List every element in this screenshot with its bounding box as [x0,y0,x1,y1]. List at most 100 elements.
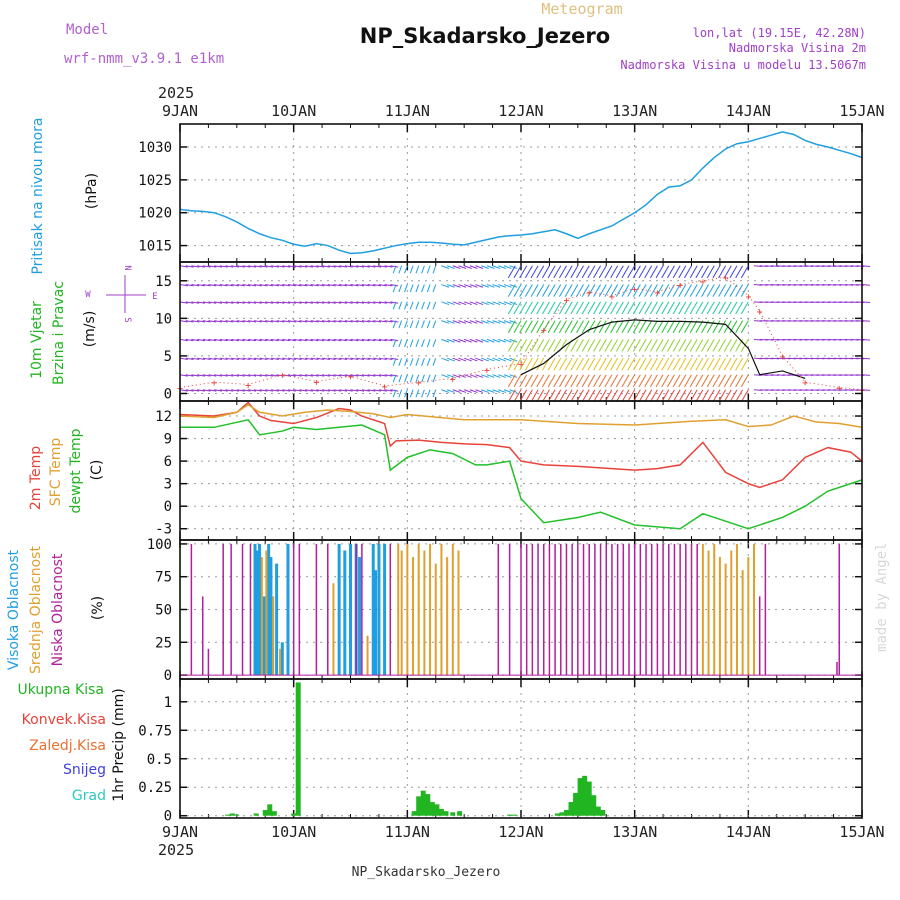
wind-arrow [706,284,715,297]
wind-arrow [426,339,431,348]
wind-arrow [384,320,393,323]
gust-marker: + [484,365,490,376]
wind-arrow [706,357,715,371]
y-tick-label: 75 [155,570,172,586]
wind-arrow [469,301,478,306]
wind-arrow [236,389,245,392]
wind-direction-legend: N S W E [85,265,157,322]
wind-arrow [729,284,738,297]
legend-north: N [122,265,132,270]
wind-arrow [236,320,245,323]
wind-arrow [729,374,738,388]
gust-marker: + [279,371,285,382]
wind-arrow [593,284,601,297]
wind-arrow [570,284,579,297]
wind-arrow [503,320,512,324]
wind-arrow [524,265,533,279]
wind-arrow [695,357,704,371]
wind-arrow [367,374,376,377]
wind-arrow [740,357,749,371]
wind-arrow [530,357,539,371]
wind-arrow [581,320,590,333]
pressure-panel: 1015 1020 1025 1030 [138,123,863,263]
wind-arrow [378,284,387,287]
precip-bar [438,808,444,816]
wind-arrow [547,374,556,388]
wind-arrow [649,265,658,279]
wind-arrow [684,357,692,371]
wind-arrow [253,357,262,361]
wind-arrow [689,265,698,279]
precip-bar [411,811,417,816]
y-tick-label: 6 [164,454,172,470]
wind-arrow [672,301,681,315]
wind-arrow [327,301,336,304]
wind-arrow [475,284,484,288]
precip-bar [563,810,569,816]
bottom-date-ticks: 9JAN 10JAN 11JAN 12JAN 13JAN 14JAN 15JAN [162,823,885,841]
wind-arrow [333,284,342,287]
wind-arrow [248,338,257,342]
low-cloud-bar [594,543,596,676]
wind-arrow [672,389,681,403]
gust-marker: + [450,374,456,385]
wind-arrow [208,320,217,323]
wind-arrow [503,284,512,288]
wind-arrow [509,265,518,269]
wind-arrow [299,389,308,392]
wind-arrow [593,389,601,403]
wind-arrow [655,339,664,352]
wind-arrow [282,357,291,361]
wind-arrow [541,339,550,352]
wind-arrow [339,265,348,268]
wind-arrow [282,284,291,287]
mid-cloud-bar [434,563,437,676]
wind-arrow [570,339,579,352]
wind-arrow [373,374,382,377]
wind-arrow [208,389,217,392]
wind-arrow [610,265,619,279]
precip-bar [271,811,277,816]
low-cloud-bar [537,543,539,676]
wind-arrow [208,338,217,342]
mid-cloud-bar [718,557,721,676]
high-cloud-bar [377,543,381,676]
wind-arrow [384,301,393,304]
wind-arrow [718,301,727,315]
wind-arrow [179,301,188,304]
station-title: NP_Skadarsko_Jezero [360,24,610,48]
mid-cloud-bar [713,543,716,676]
precip-bar [234,814,240,816]
cloud-title-1: Visoka Oblacnost [6,549,22,670]
mid-cloud-bar [747,557,750,676]
wind-arrow [593,357,601,371]
wind-arrow [469,284,478,288]
wind-arrow [604,284,613,297]
wind-arrow [632,357,641,371]
wind-arrow [265,284,274,287]
wind-arrow [695,265,704,279]
wind-arrow [486,357,495,362]
wind-arrow [492,284,501,288]
wind-arrow [661,357,670,371]
dewpoint-line [180,418,863,530]
wind-arrow [287,265,296,268]
wind-arrow [304,301,313,304]
wind-arrow [214,320,223,323]
wind-arrow [695,374,704,388]
wind-arrow [384,374,393,377]
wind-arrow [503,338,512,343]
wind-arrow [310,301,319,304]
wind-arrow [208,301,217,304]
wind-arrow [356,301,365,304]
wind-arrow [536,389,545,403]
wind-arrow [541,284,550,297]
wind-arrow [344,320,353,323]
wind-arrow [740,374,749,388]
wind-arrow [503,265,512,269]
low-cloud-bar [292,543,295,676]
wind-arrow [310,389,319,392]
wind-arrow [344,265,353,268]
wind-arrow [598,301,607,315]
